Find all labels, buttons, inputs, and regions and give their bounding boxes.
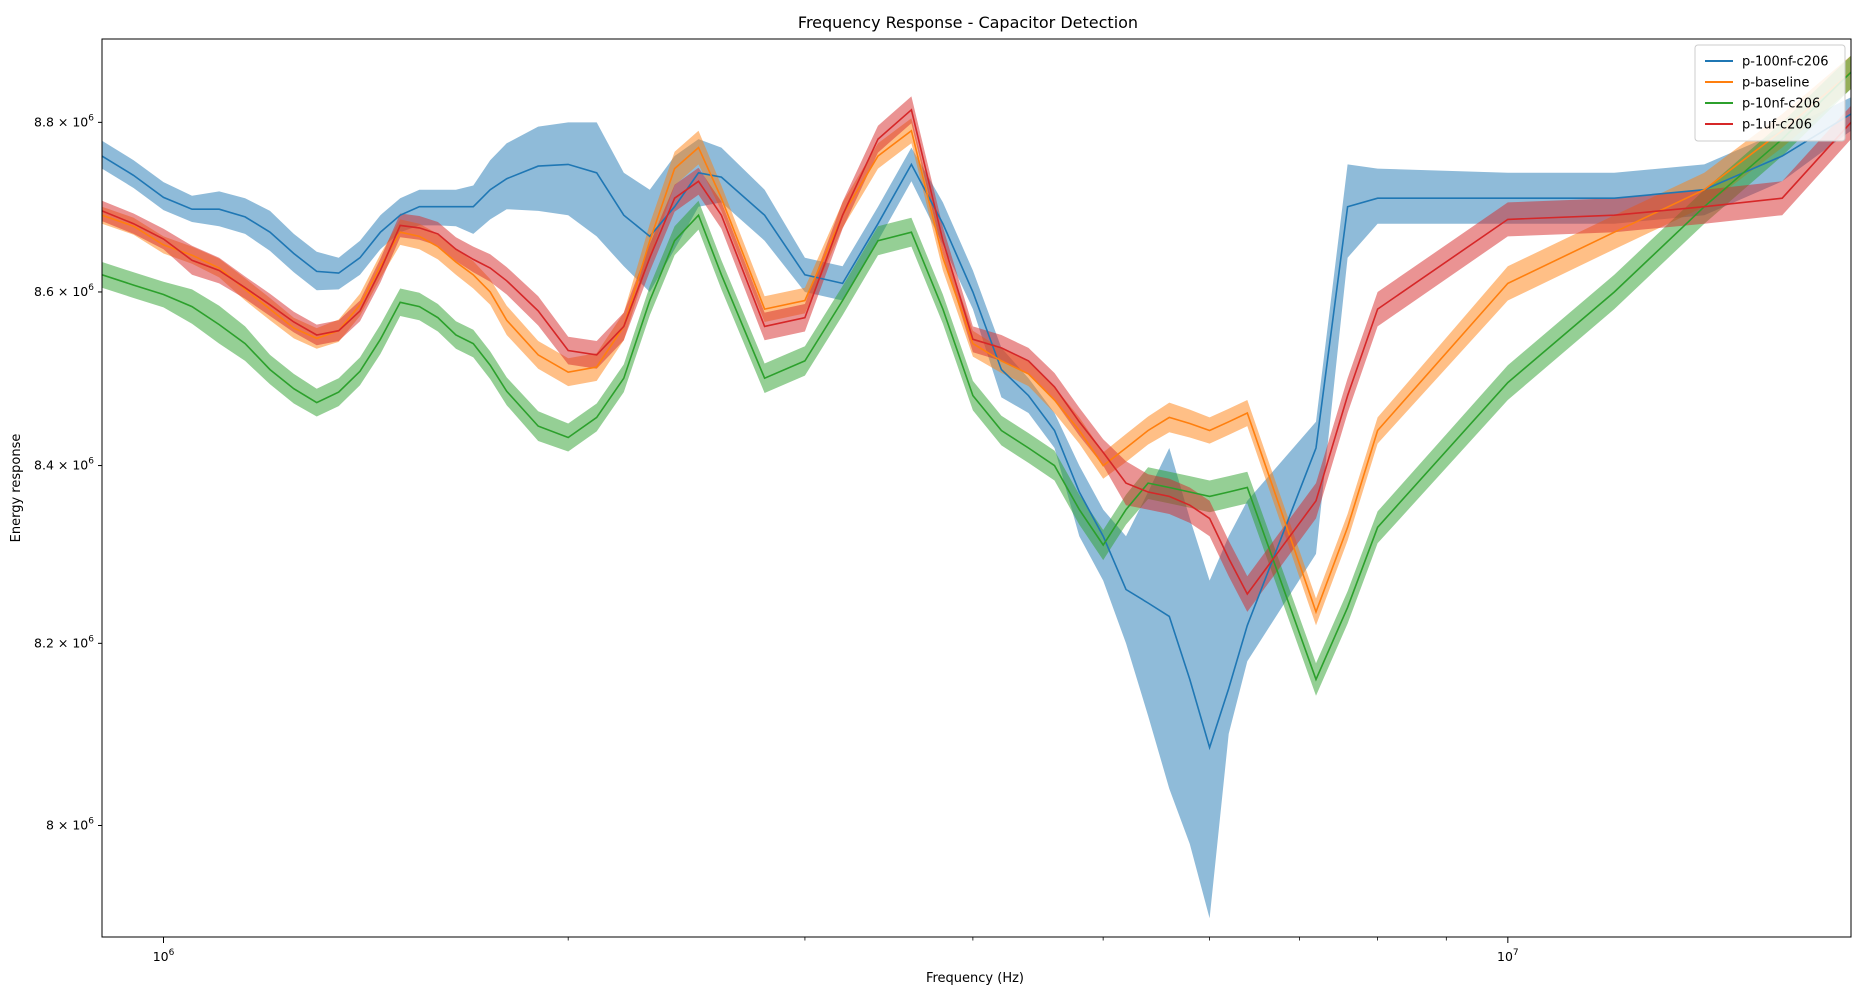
series-line-p-100nf-c206	[102, 113, 1851, 751]
x-tick-label: 106	[153, 948, 175, 964]
legend: p-100nf-c206 p-baseline p-10nf-c206 p-1uf-c…	[1694, 44, 1846, 142]
x-axis-label: Frequency (Hz)	[926, 971, 1024, 986]
legend-label: p-100nf-c206	[1742, 55, 1829, 70]
legend-label: p-1uf-c206	[1742, 118, 1812, 133]
y-tick-label: 8.6 × 106	[34, 283, 94, 299]
y-tick-label: 8 × 106	[46, 817, 94, 833]
series-line-p-1uf-c206	[102, 108, 1851, 596]
legend-box	[1694, 44, 1846, 142]
series-line-p-10nf-c206	[102, 71, 1851, 682]
band-p-100nf-c206	[102, 97, 1851, 919]
y-axis-label: Energy response	[9, 434, 24, 543]
y-tick-label: 8.4 × 106	[34, 457, 94, 473]
legend-label: p-baseline	[1742, 76, 1809, 91]
band-p-10nf-c206	[102, 55, 1851, 696]
y-axis-ticks: 8 × 106 8.2 × 106 8.4 × 106 8.6 × 106 8.8 × …	[34, 113, 102, 833]
x-axis-ticks: 106 107	[153, 937, 1519, 964]
x-tick-label: 107	[1497, 948, 1519, 964]
confidence-bands	[102, 55, 1851, 919]
y-tick-label: 8.8 × 106	[34, 113, 94, 129]
series-lines	[102, 71, 1851, 751]
y-tick-label: 8.2 × 106	[34, 634, 94, 650]
chart-title: Frequency Response - Capacitor Detection	[798, 13, 1138, 32]
plot-frame	[101, 38, 1852, 938]
legend-label: p-10nf-c206	[1742, 97, 1820, 112]
